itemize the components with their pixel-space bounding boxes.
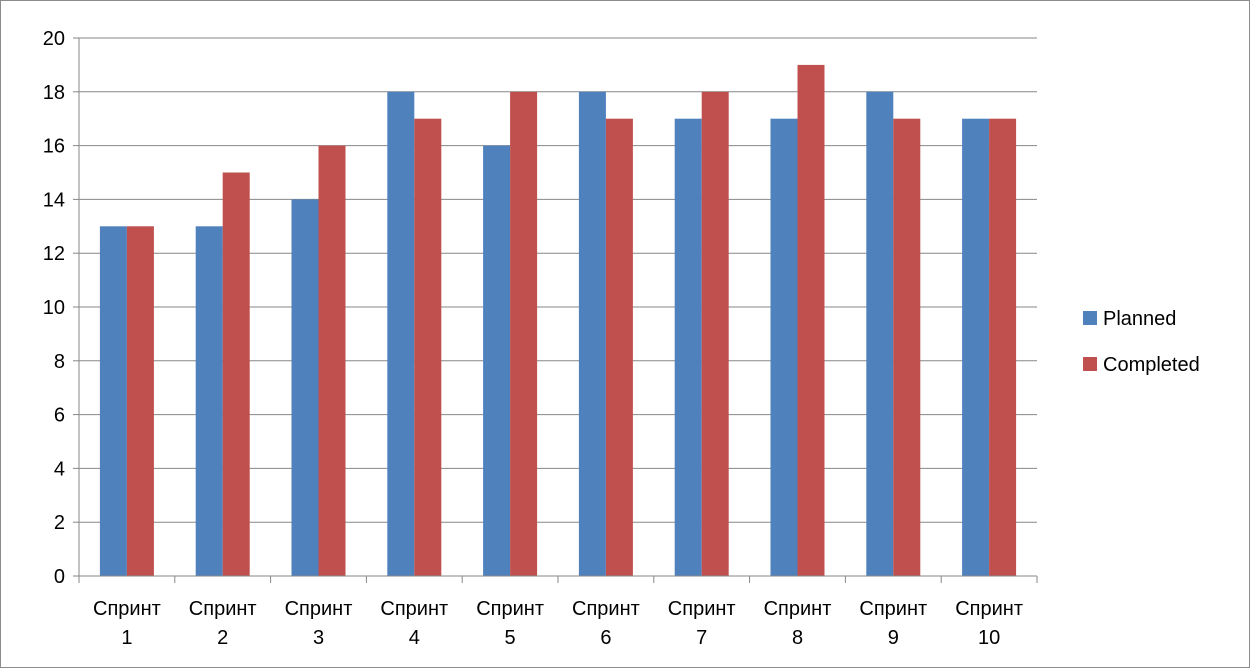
bar-planned-6 xyxy=(578,91,606,577)
legend-label-planned: Planned xyxy=(1103,308,1176,330)
legend-swatch-completed xyxy=(1083,357,1097,371)
bar-completed-1 xyxy=(126,226,154,577)
y-tick-label: 6 xyxy=(54,405,65,427)
y-tick-label: 0 xyxy=(54,566,65,588)
bar-planned-1 xyxy=(99,226,127,577)
y-axis-tick-labels: 0 2 4 6 8 10 12 14 16 18 20 xyxy=(43,28,65,588)
x-tick-label: Спринт 9 xyxy=(859,598,927,649)
x-tick-label: Спринт 4 xyxy=(380,598,448,649)
bar-planned-3 xyxy=(291,199,319,576)
bar-completed-10 xyxy=(989,118,1017,576)
bar-planned-9 xyxy=(866,91,894,577)
bar-planned-2 xyxy=(195,226,223,577)
bar-planned-4 xyxy=(387,91,415,577)
x-tick-label: Спринт 3 xyxy=(285,598,353,649)
x-tick-label: Спринт 6 xyxy=(572,598,640,649)
y-tick-label: 14 xyxy=(43,189,65,211)
bar-planned-8 xyxy=(770,118,798,576)
bar-completed-8 xyxy=(797,64,825,577)
x-tick-label: Спринт 5 xyxy=(476,598,544,649)
bar-completed-3 xyxy=(318,145,346,576)
legend: Planned Completed xyxy=(1083,308,1200,376)
bar-completed-6 xyxy=(605,118,633,576)
x-tick-label: Спринт 8 xyxy=(764,598,832,649)
x-tick-label: Спринт 1 xyxy=(93,598,161,649)
bar-completed-5 xyxy=(510,91,538,577)
y-tick-label: 2 xyxy=(54,512,65,534)
y-tick-label: 8 xyxy=(54,351,65,373)
bar-planned-5 xyxy=(483,145,511,576)
y-tick-label: 10 xyxy=(43,297,65,319)
x-tick-label: Спринт 2 xyxy=(189,598,257,649)
y-tick-label: 12 xyxy=(43,243,65,265)
bars xyxy=(99,64,1017,577)
x-axis-tick-labels: Спринт 1 Спринт 2 Спринт 3 Спринт 4 Спринт 5 Сприн… xyxy=(93,598,1023,649)
bar-completed-9 xyxy=(893,118,921,576)
legend-swatch-planned xyxy=(1083,311,1097,325)
y-tick-label: 20 xyxy=(43,28,65,50)
x-tick-label: Спринт 10 xyxy=(955,598,1023,649)
y-tick-label: 4 xyxy=(54,458,65,480)
axes xyxy=(73,37,1038,583)
bar-planned-10 xyxy=(962,118,990,576)
legend-label-completed: Completed xyxy=(1103,354,1200,376)
x-tick-label: Спринт 7 xyxy=(668,598,736,649)
bar-completed-2 xyxy=(222,172,250,576)
y-tick-label: 16 xyxy=(43,136,65,158)
y-tick-label: 18 xyxy=(43,82,65,104)
bar-completed-7 xyxy=(701,91,729,577)
bar-planned-7 xyxy=(674,118,702,576)
bar-completed-4 xyxy=(414,118,442,576)
